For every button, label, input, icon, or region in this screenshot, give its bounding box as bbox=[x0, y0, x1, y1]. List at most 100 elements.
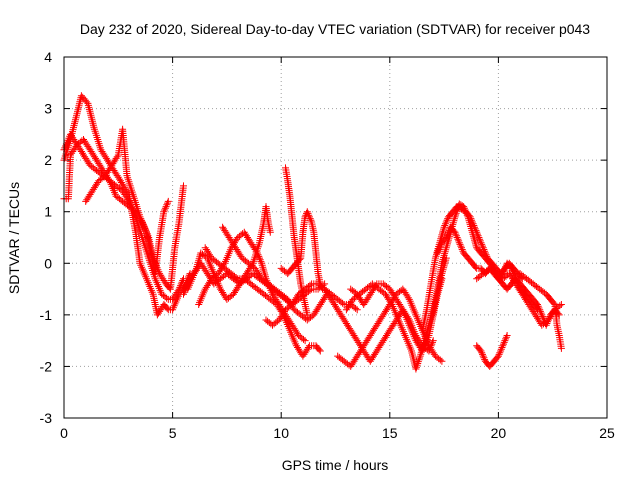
x-axis-label: GPS time / hours bbox=[282, 457, 389, 473]
data-point bbox=[387, 299, 395, 307]
data-point bbox=[415, 356, 423, 364]
data-point bbox=[461, 206, 469, 214]
data-point bbox=[124, 196, 132, 204]
data-point bbox=[353, 306, 361, 314]
data-point bbox=[300, 335, 307, 343]
data-point bbox=[460, 203, 468, 211]
data-point bbox=[477, 347, 485, 355]
track-8-series bbox=[195, 228, 309, 345]
data-point bbox=[535, 304, 543, 312]
data-point bbox=[83, 98, 91, 106]
data-point bbox=[456, 240, 464, 248]
data-point bbox=[266, 228, 274, 236]
data-point bbox=[416, 354, 424, 362]
x-tick-label: 0 bbox=[60, 425, 68, 441]
data-point bbox=[442, 234, 450, 241]
data-point bbox=[220, 261, 228, 269]
track-22-series bbox=[473, 332, 511, 370]
data-point bbox=[306, 281, 314, 289]
data-point bbox=[429, 337, 437, 345]
data-point bbox=[404, 294, 412, 302]
data-point bbox=[180, 182, 187, 190]
data-point bbox=[442, 218, 450, 226]
data-point bbox=[435, 246, 443, 253]
data-point bbox=[372, 282, 380, 290]
data-point bbox=[257, 258, 265, 266]
data-point bbox=[303, 311, 311, 319]
track-3-series bbox=[60, 136, 187, 293]
y-tick-label: -2 bbox=[40, 358, 53, 374]
axis-ticks: 0 5 10 15 20 25 -3 -2 -1 0 1 2 3 4 bbox=[40, 49, 615, 441]
data-point bbox=[438, 357, 446, 365]
data-point bbox=[179, 277, 187, 284]
data-point bbox=[437, 242, 444, 250]
data-point bbox=[398, 304, 406, 312]
data-point bbox=[164, 199, 171, 207]
data-point bbox=[500, 338, 508, 346]
data-point bbox=[476, 237, 484, 245]
data-point bbox=[176, 283, 184, 291]
data-point bbox=[534, 301, 541, 308]
data-point bbox=[105, 175, 112, 183]
data-point bbox=[507, 264, 515, 272]
data-point bbox=[477, 239, 485, 247]
data-point bbox=[161, 204, 169, 212]
data-point bbox=[254, 251, 262, 259]
data-point bbox=[443, 232, 451, 240]
data-point bbox=[463, 209, 470, 217]
data-point bbox=[460, 204, 468, 212]
data-point bbox=[497, 345, 505, 353]
data-point bbox=[305, 213, 313, 221]
data-point bbox=[253, 249, 261, 257]
data-point bbox=[501, 337, 509, 345]
data-point bbox=[503, 332, 511, 339]
data-point bbox=[434, 247, 442, 255]
x-tick-label: 20 bbox=[491, 425, 507, 441]
data-point bbox=[256, 254, 263, 262]
track-12-series bbox=[262, 280, 361, 329]
data-point bbox=[113, 153, 121, 161]
data-point bbox=[556, 302, 564, 310]
data-point bbox=[478, 240, 486, 248]
data-point bbox=[479, 352, 487, 360]
data-point bbox=[532, 299, 540, 307]
data-point bbox=[508, 266, 516, 274]
data-point bbox=[493, 353, 501, 361]
data-point bbox=[457, 242, 465, 250]
data-point bbox=[165, 284, 173, 292]
data-point bbox=[451, 228, 459, 236]
data-point bbox=[414, 358, 422, 366]
data-point bbox=[453, 206, 461, 213]
x-tick-label: 15 bbox=[382, 425, 398, 441]
data-point bbox=[500, 266, 508, 274]
data-point bbox=[412, 365, 420, 373]
data-point bbox=[442, 220, 449, 228]
data-point bbox=[479, 350, 486, 358]
data-point bbox=[163, 294, 171, 302]
data-point bbox=[494, 352, 502, 360]
data-point bbox=[436, 244, 444, 252]
y-tick-label: 0 bbox=[44, 255, 52, 271]
data-point bbox=[455, 239, 463, 247]
data-point bbox=[307, 216, 315, 224]
data-point bbox=[162, 203, 170, 211]
data-point bbox=[434, 249, 442, 257]
data-point bbox=[501, 264, 509, 272]
x-tick-label: 10 bbox=[273, 425, 289, 441]
x-tick-label: 25 bbox=[599, 425, 615, 441]
data-point bbox=[352, 304, 360, 312]
data-point bbox=[452, 211, 460, 219]
data-point bbox=[163, 201, 171, 209]
y-tick-label: 3 bbox=[44, 101, 52, 117]
data-point bbox=[232, 274, 240, 281]
data-point bbox=[480, 246, 488, 253]
data-point bbox=[557, 344, 565, 352]
data-point bbox=[479, 244, 487, 252]
data-point bbox=[500, 268, 507, 276]
data-point bbox=[495, 350, 503, 358]
data-point bbox=[478, 349, 486, 357]
y-tick-label: -3 bbox=[40, 410, 53, 426]
data-point bbox=[316, 347, 324, 355]
data-point bbox=[339, 299, 347, 307]
